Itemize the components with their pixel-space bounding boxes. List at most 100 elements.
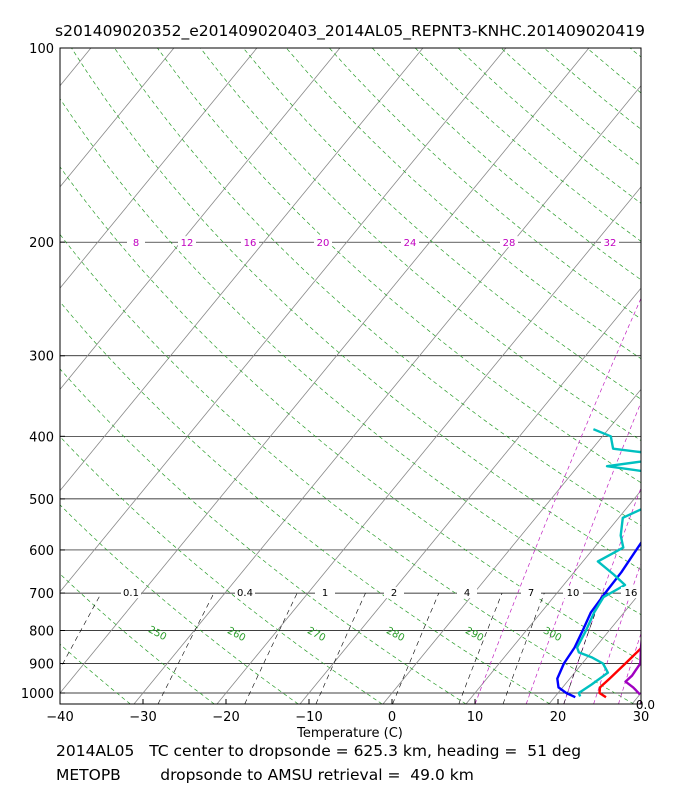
- mixing-label-bg: [315, 587, 335, 599]
- dry-adiabat: [60, 233, 635, 704]
- isotherm-line: [382, 388, 641, 704]
- y-tick-label: 800: [29, 625, 54, 640]
- mixing-line: [658, 48, 700, 704]
- mixing-ratio-label: 12: [181, 238, 194, 249]
- theta-label: 300: [541, 625, 563, 644]
- x-tick-label: 10: [467, 710, 484, 725]
- mixing-label-bg: [401, 236, 419, 248]
- dry-adiabat: [586, 48, 641, 94]
- mixing-line-low: [315, 592, 366, 704]
- mixing-line: [474, 297, 641, 704]
- dry-adiabat: [60, 436, 383, 704]
- mixing-line-low: [458, 592, 503, 704]
- dry-adiabat: [60, 166, 641, 662]
- x-axis-label: Temperature (C): [296, 726, 403, 741]
- isotherm-line: [216, 186, 641, 704]
- dry-adiabat: [60, 368, 467, 704]
- moist-mixing-label: 10: [567, 588, 580, 599]
- isotherm-line: [60, 48, 92, 87]
- mixing-label-bg: [621, 587, 641, 599]
- isotherm-line: [548, 591, 641, 704]
- mixing-label-bg: [314, 236, 332, 248]
- mixing-label-bg: [178, 236, 196, 248]
- theta-label: 270: [305, 625, 327, 644]
- dry-adiabat: [71, 48, 641, 571]
- x-tick-label: −20: [212, 710, 239, 725]
- dry-adiabat: [200, 48, 641, 442]
- moist-mixing-label: 7: [528, 588, 534, 599]
- moist-mixing-label: 16: [625, 588, 638, 599]
- mixing-line-low: [157, 592, 215, 704]
- corner-label: 0.0: [636, 698, 655, 712]
- theta-label: 290: [463, 625, 485, 644]
- dry-adiabat: [60, 98, 641, 616]
- y-tick-label: 900: [29, 657, 54, 672]
- footer-line-2: METOPB dropsonde to AMSU retrieval = 49.…: [56, 766, 474, 784]
- mixing-line: [639, 698, 641, 704]
- mixing-label-bg: [121, 587, 141, 599]
- dry-adiabat: [414, 48, 641, 242]
- mixing-line: [525, 401, 641, 704]
- y-tick-label: 1000: [21, 687, 54, 702]
- isotherm-line: [299, 287, 641, 704]
- x-tick-label: 0: [388, 710, 396, 725]
- mixing-line-low: [502, 592, 545, 704]
- y-tick-label: 600: [29, 544, 54, 559]
- dry-adiabat: [114, 48, 641, 527]
- y-tick-label: 700: [29, 587, 54, 602]
- theta-label: 280: [384, 625, 406, 644]
- mixing-label-bg: [235, 587, 255, 599]
- isotherm-line: [631, 692, 641, 704]
- dry-adiabat: [60, 643, 131, 704]
- isotherm-line: [465, 489, 641, 704]
- dry-adiabat: [0, 48, 46, 704]
- plot-frame: [59, 47, 642, 705]
- y-tick-label: 500: [29, 493, 54, 508]
- mixing-ratio-label: 24: [404, 238, 417, 249]
- mixing-label-bg: [127, 236, 145, 248]
- mixing-line-low: [244, 592, 298, 704]
- dry-adiabat: [157, 48, 641, 484]
- x-tick-label: 20: [550, 710, 567, 725]
- isotherm-line: [60, 48, 258, 289]
- isotherm-line: [133, 85, 641, 704]
- mixing-ratio-label: 16: [244, 238, 257, 249]
- x-tick-label: −10: [295, 710, 322, 725]
- mixing-line-low: [60, 592, 102, 670]
- isotherm-line: [60, 48, 507, 593]
- dewpoint-line: [575, 428, 641, 697]
- dry-adiabat: [243, 48, 641, 400]
- dry-adiabat: [673, 48, 700, 704]
- theta-label: 260: [225, 625, 247, 644]
- isotherm-line: [0, 48, 8, 704]
- dry-adiabat: [371, 48, 641, 281]
- temperature-line: [598, 646, 641, 699]
- dry-adiabat: [60, 573, 215, 704]
- isotherm-line: [60, 48, 175, 188]
- isotherm-line: [60, 48, 590, 694]
- temperature-line-2: [556, 540, 641, 699]
- footer-line-1: 2014AL05 TC center to dropsonde = 625.3 …: [56, 742, 582, 760]
- dry-adiabat: [457, 48, 641, 204]
- x-tick-label: −30: [129, 710, 156, 725]
- mixing-ratio-label: 20: [317, 238, 330, 249]
- dewpoint-line-2: [624, 633, 641, 696]
- mixing-ratio-label: 28: [503, 238, 516, 249]
- mixing-label-bg: [521, 587, 541, 599]
- mixing-line: [563, 486, 641, 704]
- dry-adiabat: [60, 301, 551, 704]
- mixing-line: [593, 562, 641, 704]
- mixing-ratio-label: 32: [604, 238, 617, 249]
- moist-mixing-label: 2: [391, 588, 397, 599]
- x-tick-label: 30: [633, 710, 650, 725]
- x-tick-label: −40: [46, 710, 73, 725]
- y-tick-label: 100: [29, 42, 54, 57]
- dry-adiabat: [500, 48, 641, 167]
- y-tick-label: 400: [29, 430, 54, 445]
- dry-adiabat: [286, 48, 641, 360]
- isotherm-line: [60, 48, 424, 492]
- mixing-label-bg: [500, 236, 518, 248]
- mixing-ratio-label: 8: [133, 238, 139, 249]
- mixing-label-bg: [457, 587, 477, 599]
